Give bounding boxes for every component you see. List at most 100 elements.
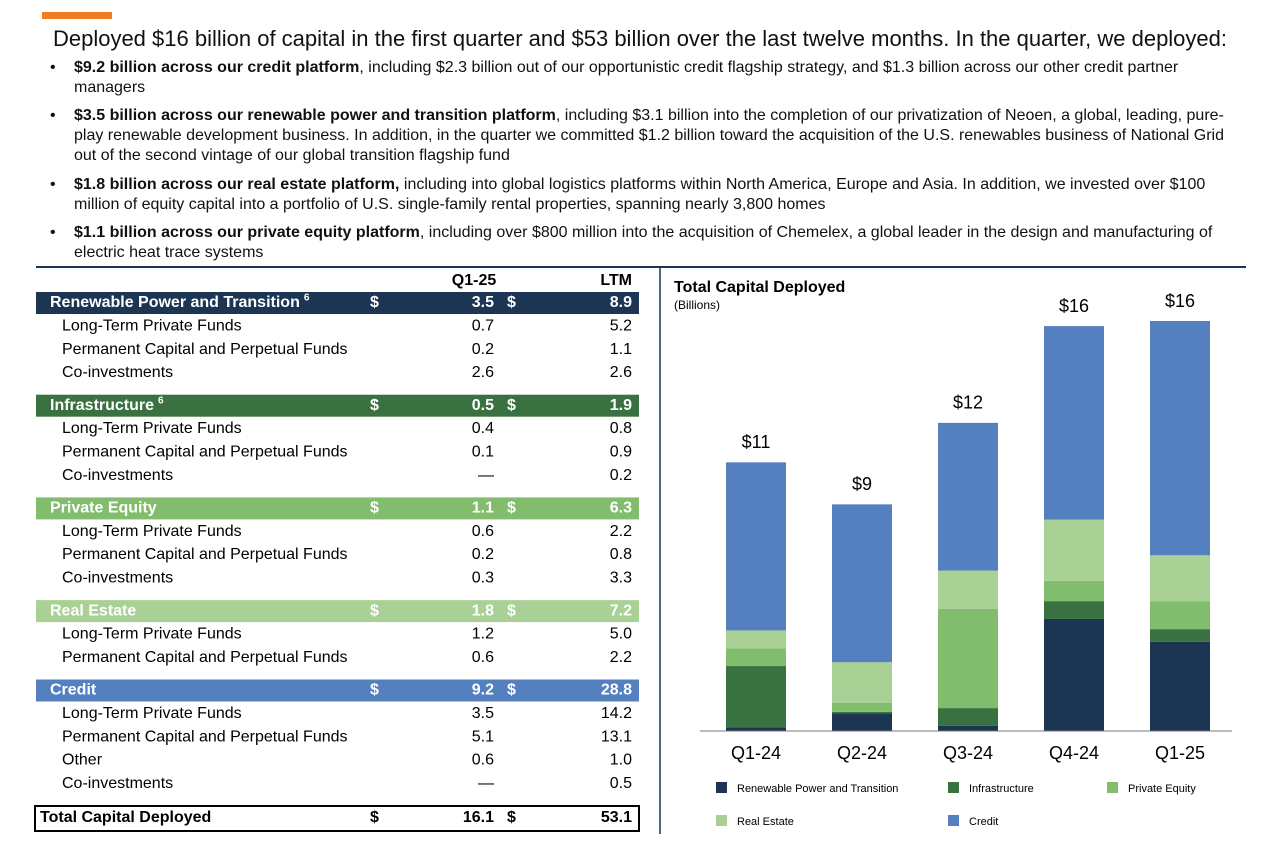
bar-segment: [832, 713, 892, 731]
legend-swatch: [1107, 782, 1118, 793]
ltm-value: 0.9: [610, 444, 632, 461]
currency: $: [507, 294, 516, 311]
bar-segment: [726, 630, 786, 649]
legend-swatch: [716, 782, 727, 793]
bar-segment: [938, 725, 998, 731]
q1-value: —: [478, 775, 494, 792]
q1-value: 0.5: [472, 397, 494, 414]
q1-value: 1.1: [472, 500, 494, 517]
total-label: $12: [953, 393, 983, 413]
q1-value: 0.7: [472, 318, 494, 335]
bullet-bold: $1.8 billion across our real estate plat…: [74, 176, 400, 193]
row-label: Co-investments: [62, 467, 173, 484]
q1-value: 2.6: [472, 364, 494, 381]
bar-segment: [1150, 641, 1210, 731]
currency: $: [370, 500, 379, 517]
bullet-text: , including over $800 million into the a…: [74, 224, 1213, 261]
section-header: [36, 292, 639, 314]
currency: $: [507, 809, 516, 826]
legend-swatch: [948, 782, 959, 793]
bar-segment: [1150, 555, 1210, 602]
q1-value: 0.6: [472, 523, 494, 540]
legend-swatch: [948, 815, 959, 826]
bar-segment: [1044, 519, 1104, 581]
currency: $: [370, 397, 379, 414]
legend-label: Real Estate: [737, 816, 794, 828]
chart-title: Total Capital Deployed: [674, 279, 845, 296]
ltm-value: 3.3: [610, 570, 632, 587]
bullet-text: including into global logistics platform…: [74, 176, 1206, 213]
row-label: Long-Term Private Funds: [62, 626, 242, 643]
total-box: [34, 805, 640, 832]
row-label: Long-Term Private Funds: [62, 705, 242, 722]
section-label: Real Estate: [50, 602, 136, 619]
bar-segment: [832, 702, 892, 712]
column-header: Q1-25: [452, 272, 497, 289]
x-tick-label: Q4-24: [1049, 743, 1099, 763]
q1-value: 0.3: [472, 570, 494, 587]
ltm-value: 0.2: [610, 467, 632, 484]
row-label: Permanent Capital and Perpetual Funds: [62, 546, 348, 563]
footnote-mark: 6: [304, 293, 310, 304]
q1-value: —: [478, 467, 494, 484]
x-tick-label: Q2-24: [837, 743, 887, 763]
row-label: Permanent Capital and Perpetual Funds: [62, 728, 348, 745]
total-label: $9: [852, 474, 872, 494]
ltm-value: 2.2: [610, 523, 632, 540]
bar-segment: [832, 711, 892, 714]
legend-label: Renewable Power and Transition: [737, 783, 898, 795]
section-header: [36, 679, 639, 702]
q1-value: 0.4: [472, 420, 494, 437]
row-label: Long-Term Private Funds: [62, 318, 242, 335]
bar-segment: [1150, 601, 1210, 630]
bar-segment: [726, 666, 786, 728]
bar-segment: [1044, 326, 1104, 520]
bar-segment: [832, 662, 892, 703]
q1-value: 5.1: [472, 728, 494, 745]
bullet: $1.8 billion across our real estate plat…: [50, 175, 1239, 215]
bar-segment: [938, 570, 998, 609]
currency: $: [507, 397, 516, 414]
q1-value: 1.8: [472, 602, 494, 619]
ltm-value: 6.3: [610, 500, 632, 517]
footnote-mark: 6: [158, 395, 164, 406]
accent-bar: [42, 12, 112, 19]
row-label: Long-Term Private Funds: [62, 420, 242, 437]
q1-value: 0.1: [472, 444, 494, 461]
row-label: Long-Term Private Funds: [62, 523, 242, 540]
currency: $: [370, 294, 379, 311]
row-label: Co-investments: [62, 364, 173, 381]
ltm-value: 1.0: [610, 752, 632, 769]
section-label: Renewable Power and Transition: [50, 294, 300, 311]
bar-segment: [938, 422, 998, 571]
section-label: Infrastructure: [50, 397, 154, 414]
bar-segment: [726, 648, 786, 667]
ltm-value: 53.1: [601, 809, 632, 826]
q1-value: 0.2: [472, 341, 494, 358]
bar-segment: [938, 708, 998, 726]
row-label: Permanent Capital and Perpetual Funds: [62, 649, 348, 666]
bullet-text: , including $2.3 billion out of our oppo…: [74, 59, 1179, 96]
bar-segment: [938, 608, 998, 709]
currency: $: [507, 602, 516, 619]
bullet: $9.2 billion across our credit platform,…: [50, 58, 1239, 98]
section-header: [36, 394, 639, 417]
bullet-bold: $3.5 billion across our renewable power …: [74, 107, 556, 124]
ltm-value: 2.6: [610, 364, 632, 381]
currency: $: [370, 602, 379, 619]
legend-swatch: [716, 815, 727, 826]
currency: $: [507, 682, 516, 699]
ltm-value: 0.8: [610, 420, 632, 437]
bullet-bold: $9.2 billion across our credit platform: [74, 59, 360, 76]
ltm-value: 2.2: [610, 649, 632, 666]
total-label: $16: [1165, 291, 1195, 311]
bar-segment: [1150, 321, 1210, 556]
ltm-value: 13.1: [601, 728, 632, 745]
bar-segment: [832, 504, 892, 663]
page-title: Deployed $16 billion of capital in the f…: [52, 26, 1228, 51]
x-tick-label: Q1-25: [1155, 743, 1205, 763]
q1-value: 1.2: [472, 626, 494, 643]
column-header: LTM: [600, 272, 632, 289]
ltm-value: 5.0: [610, 626, 632, 643]
